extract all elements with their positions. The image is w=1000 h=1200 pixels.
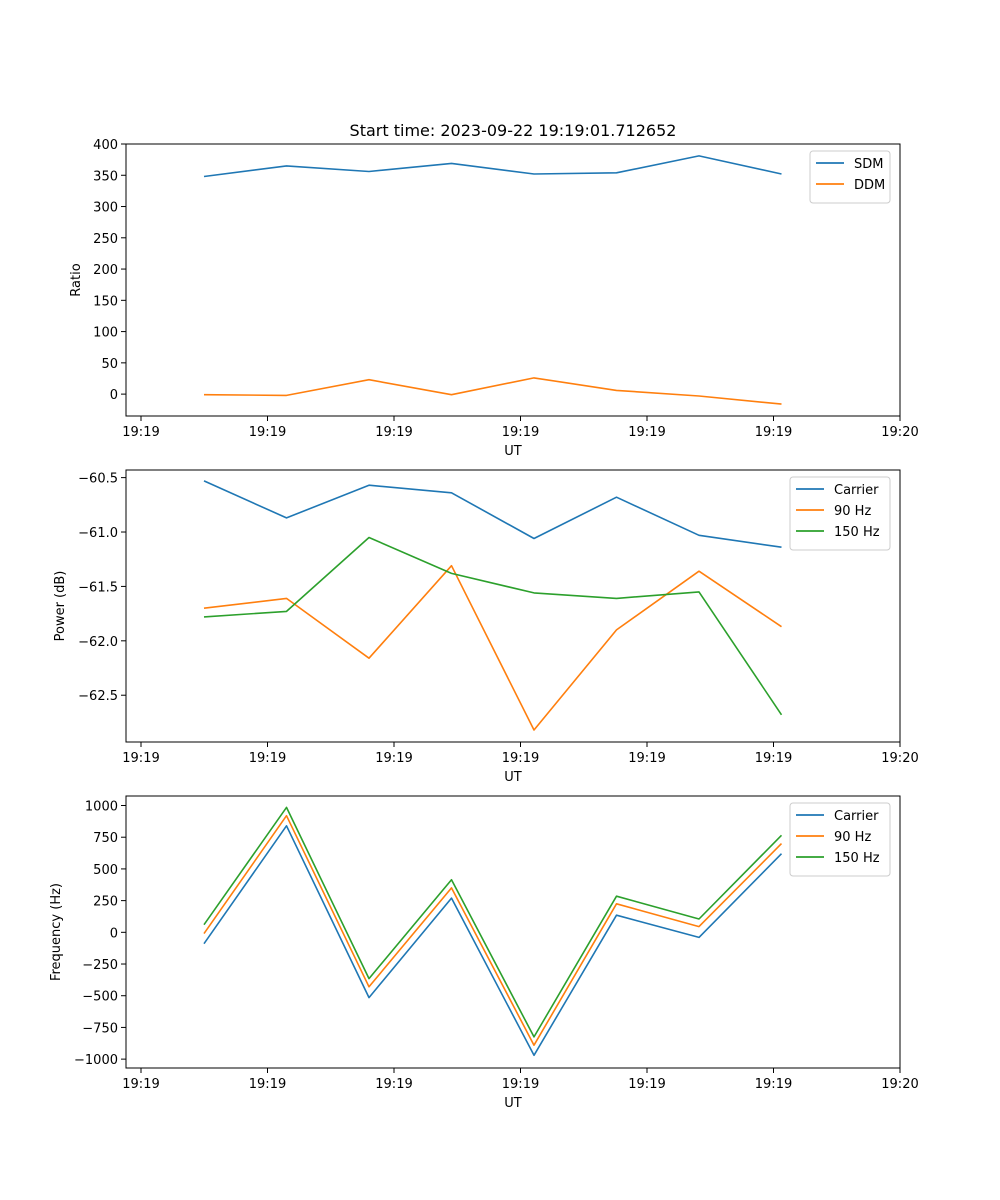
axes-frame — [125, 795, 901, 1069]
x-tick-label: 19:19 — [502, 1077, 539, 1092]
x-tick-label: 19:19 — [628, 1077, 665, 1092]
x-tick-label: 19:19 — [375, 425, 412, 440]
x-axis-label: UT — [504, 1096, 522, 1111]
y-tick-label: 250 — [93, 232, 118, 247]
legend-label: Carrier — [834, 809, 879, 824]
y-tick-label: −62.5 — [78, 689, 118, 704]
series-line-90-hz — [203, 814, 783, 1046]
legend-label: SDM — [854, 157, 883, 172]
y-tick-label: −61.5 — [78, 580, 118, 595]
y-tick-label: 50 — [101, 357, 118, 372]
y-tick-label: 200 — [93, 263, 118, 278]
x-tick-label: 19:19 — [502, 751, 539, 766]
y-tick-label: −60.5 — [78, 472, 118, 487]
panel-3: 19:19 19:19 19:19 19:19 19:19 19:19 19:20 −1000… — [49, 795, 919, 1111]
x-tick-label: 19:19 — [249, 1077, 286, 1092]
x-tick-label: 19:19 — [122, 425, 159, 440]
y-tick-label: 150 — [93, 294, 118, 309]
legend-label: 150 Hz — [834, 851, 880, 866]
x-tick-label: 19:19 — [249, 751, 286, 766]
series-line-sdm — [203, 155, 782, 178]
y-tick-label: 350 — [93, 169, 118, 184]
x-tick-label: 19:19 — [122, 751, 159, 766]
legend-label: 90 Hz — [834, 504, 871, 519]
x-tick-label: 19:19 — [502, 425, 539, 440]
x-tick-label: 19:20 — [881, 425, 918, 440]
series-line-ddm — [203, 377, 782, 405]
y-tick-label: −500 — [82, 990, 118, 1005]
x-tick-label: 19:19 — [375, 751, 412, 766]
chart-title: Start time: 2023-09-22 19:19:01.712652 — [350, 121, 677, 140]
x-tick-label: 19:19 — [755, 751, 792, 766]
legend-label: DDM — [854, 178, 885, 193]
series-line-90-hz — [203, 564, 782, 731]
y-tick-label: 1000 — [85, 800, 118, 815]
y-tick-label: 300 — [93, 201, 118, 216]
y-tick-label: 400 — [93, 138, 118, 153]
x-tick-label: 19:20 — [881, 1077, 918, 1092]
legend-label: Carrier — [834, 483, 879, 498]
y-axis-label: Frequency (Hz) — [49, 883, 64, 981]
y-tick-label: 0 — [110, 926, 118, 941]
y-tick-label: 0 — [110, 388, 118, 403]
y-tick-label: −61.0 — [78, 526, 118, 541]
panel-1: Start time: 2023-09-22 19:19:01.712652 19… — [69, 121, 919, 459]
y-tick-label: 500 — [93, 863, 118, 878]
y-tick-label: −62.0 — [78, 635, 118, 650]
y-tick-label: 250 — [93, 895, 118, 910]
y-tick-label: −250 — [82, 958, 118, 973]
x-tick-label: 19:19 — [628, 425, 665, 440]
x-tick-label: 19:19 — [755, 1077, 792, 1092]
y-tick-label: −750 — [82, 1021, 118, 1036]
series-line-carrier — [203, 824, 783, 1057]
x-axis-label: UT — [504, 770, 522, 785]
x-tick-label: 19:19 — [122, 1077, 159, 1092]
y-tick-label: 750 — [93, 831, 118, 846]
y-axis-label: Power (dB) — [53, 571, 68, 642]
series-line-150-hz — [203, 536, 783, 716]
x-tick-label: 19:20 — [881, 751, 918, 766]
x-tick-label: 19:19 — [249, 425, 286, 440]
y-tick-label: −1000 — [74, 1053, 118, 1068]
y-axis-label: Ratio — [69, 263, 84, 296]
legend-label: 150 Hz — [834, 525, 880, 540]
y-tick-label: 100 — [93, 326, 118, 341]
legend-label: 90 Hz — [834, 830, 871, 845]
series-line-carrier — [203, 480, 782, 548]
x-tick-label: 19:19 — [628, 751, 665, 766]
series-line-150-hz — [203, 806, 783, 1038]
legend — [809, 150, 891, 204]
panel-2: 19:19 19:19 19:19 19:19 19:19 19:19 19:20 −62.5… — [53, 469, 919, 785]
x-tick-label: 19:19 — [755, 425, 792, 440]
axes-frame — [125, 469, 901, 743]
x-axis-label: UT — [504, 444, 522, 459]
axes-frame — [125, 143, 901, 417]
x-tick-label: 19:19 — [375, 1077, 412, 1092]
